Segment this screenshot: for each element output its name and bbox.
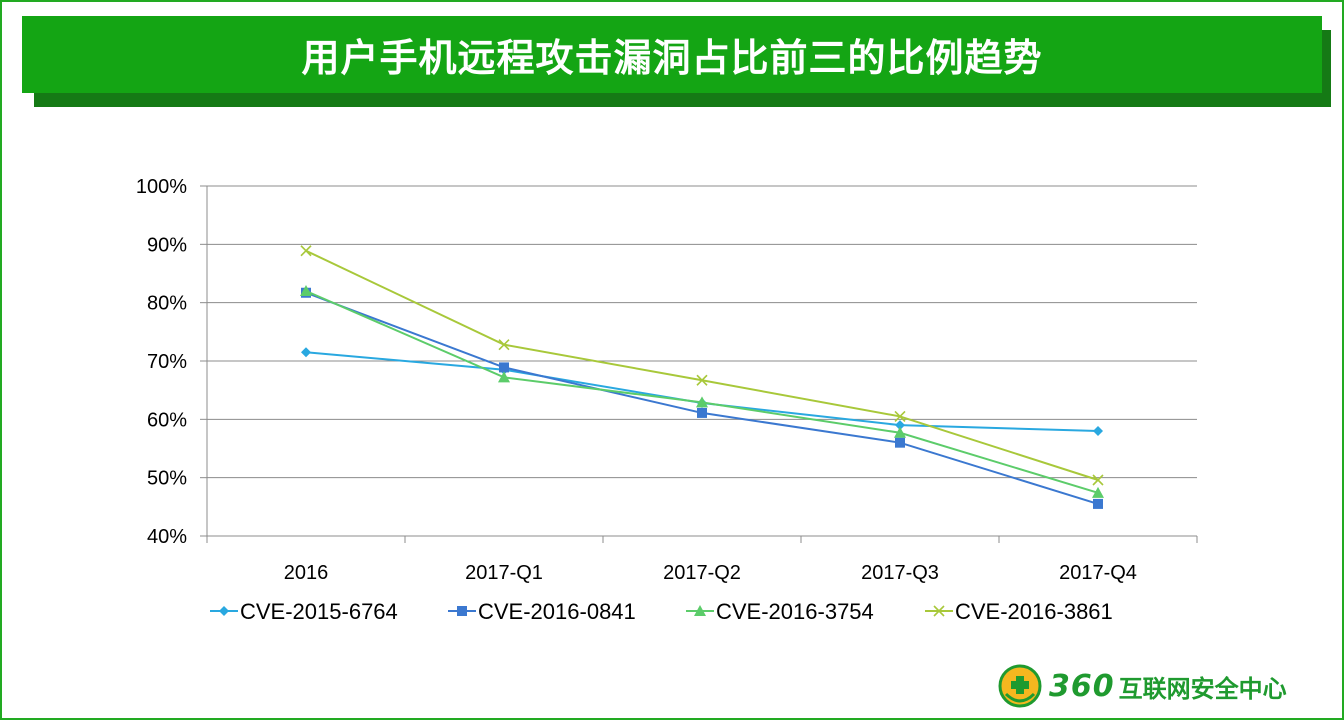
series-line-cve-2016-3754: [305, 290, 1099, 494]
data-point: [498, 371, 510, 383]
y-tick-label: 80%: [147, 293, 187, 315]
page-title: 用户手机远程攻击漏洞占比前三的比例趋势: [301, 36, 1043, 80]
x-tick-label: 2016: [284, 562, 329, 584]
logo-text: 互联网安全中心: [1118, 674, 1287, 703]
data-point: [1093, 498, 1103, 509]
y-tick-label: 50%: [147, 468, 187, 490]
y-tick-label: 70%: [147, 351, 187, 373]
legend-label: CVE-2015-6764: [240, 599, 398, 624]
x-tick-label: 2017-Q1: [465, 562, 543, 584]
logo-emblem-icon: [998, 664, 1042, 708]
legend-marker: [694, 605, 706, 616]
legend-label: CVE-2016-3754: [716, 599, 874, 624]
series-line-cve-2016-3861: [305, 249, 1099, 481]
title-bar: 用户手机远程攻击漏洞占比前三的比例趋势: [22, 16, 1322, 93]
data-point: [696, 374, 708, 386]
x-tick-label: 2017-Q2: [663, 562, 741, 584]
legend-marker: [933, 605, 945, 617]
legend-marker: [457, 606, 467, 616]
data-point: [498, 339, 510, 351]
data-point: [1093, 426, 1103, 436]
legend-label: CVE-2016-0841: [478, 599, 636, 624]
data-point: [895, 437, 905, 448]
legend-marker: [219, 606, 229, 616]
x-tick-label: 2017-Q4: [1059, 562, 1137, 584]
data-point: [895, 420, 905, 431]
y-tick-label: 100%: [136, 176, 187, 198]
data-point: [300, 285, 312, 296]
y-tick-label: 40%: [147, 526, 187, 548]
data-point: [301, 347, 311, 358]
y-tick-label: 60%: [147, 409, 187, 431]
logo-number: 360: [1049, 668, 1115, 704]
data-point: [1092, 474, 1104, 486]
data-point: [894, 410, 906, 422]
data-point: [1092, 486, 1104, 498]
data-point: [696, 396, 708, 408]
brand-logo: 360 互联网安全中心: [997, 664, 1287, 708]
data-point: [300, 245, 312, 257]
y-tick-label: 90%: [147, 234, 187, 256]
data-point: [697, 407, 707, 418]
legend-label: CVE-2016-3861: [955, 599, 1113, 624]
data-point: [894, 426, 906, 438]
data-point: [499, 362, 509, 373]
x-tick-label: 2017-Q3: [861, 562, 939, 584]
